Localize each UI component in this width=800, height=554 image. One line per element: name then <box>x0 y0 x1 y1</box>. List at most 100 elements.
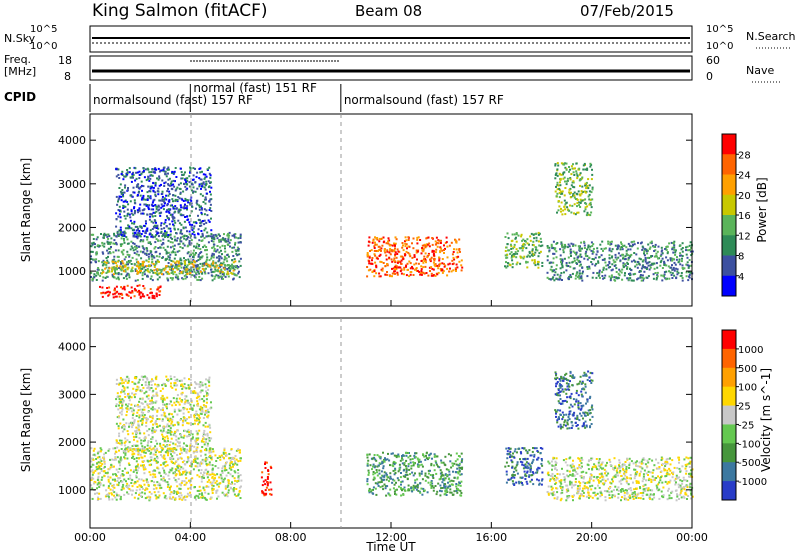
colorbar-tick-label: 100 <box>738 383 757 394</box>
nsearch-tick-bottom: 10^0 <box>706 41 733 52</box>
nsearch-label: N.Search <box>746 30 796 43</box>
y-tick-label: 3000 <box>58 388 86 401</box>
freq-tick-top: 18 <box>58 54 72 67</box>
echo-region <box>546 456 694 502</box>
colorbar-tick-label: -1000 <box>738 477 767 488</box>
x-tick-label: 16:00 <box>475 531 507 544</box>
power-x-ticks <box>89 300 693 306</box>
colorbar-swatch <box>722 424 736 444</box>
colorbar-frame <box>721 329 737 501</box>
colorbar-swatch <box>722 154 736 175</box>
echo-region <box>546 240 694 282</box>
echo-region <box>90 446 243 502</box>
velocity-colorbar: 1000 500 100 25 -25 -100 -500 -1000 <box>721 329 767 501</box>
freq-strip-frame <box>89 55 693 81</box>
power-y-ticks: 1000 2000 3000 4000 <box>58 134 692 278</box>
nsky-strip-frame <box>89 25 693 53</box>
colorbar-tick-label: 12 <box>738 231 751 242</box>
nave-tick-top: 60 <box>706 54 720 67</box>
x-axis-label: Time UT <box>365 540 416 554</box>
colorbar-tick-label: 500 <box>738 364 757 375</box>
cpid-segment-label: normal (fast) 151 RF <box>193 81 317 95</box>
x-tick-label: 00:00 <box>74 531 106 544</box>
echo-region <box>554 162 594 217</box>
colorbar-swatch <box>722 367 736 388</box>
power-colorbar-label: Power [dB] <box>755 177 769 242</box>
nsky-tick-top: 10^5 <box>30 24 57 35</box>
velocity-y-label: Slant Range [km] <box>19 368 33 472</box>
nave-tick-bottom: 0 <box>706 70 713 83</box>
echo-region <box>366 236 464 278</box>
colorbar-swatch <box>722 235 736 256</box>
nsky-tick-bottom: 10^0 <box>30 41 57 52</box>
power-panel: Slant Range [km] 1000 2000 3000 4000 28 24 20… <box>19 113 769 307</box>
colorbar-swatch <box>722 255 736 277</box>
colorbar-tick-label: 25 <box>738 402 751 413</box>
colorbar-swatch <box>722 481 736 501</box>
nsky-label: N.Sky <box>4 32 36 45</box>
x-tick-label: 12:00 <box>375 531 407 544</box>
x-tick-label: 00:00 <box>676 531 708 544</box>
colorbar-swatch <box>722 462 736 482</box>
echo-region <box>504 231 544 269</box>
nave-label: Nave <box>746 64 774 77</box>
cpid-segment-label: normalsound (fast) 157 RF <box>93 93 253 107</box>
y-tick-label: 3000 <box>58 178 86 191</box>
x-tick-label: 04:00 <box>174 531 206 544</box>
echo-region <box>260 461 273 497</box>
cpid-label: CPID <box>4 90 36 104</box>
colorbar-tick-label: 20 <box>738 191 751 202</box>
velocity-echoes <box>90 370 694 502</box>
velocity-x-ticks: 00:00 04:00 08:00 12:00 16:00 20:00 00:00 <box>74 522 708 544</box>
colorbar-swatch <box>722 405 736 425</box>
y-tick-label: 4000 <box>58 134 86 147</box>
colorbar-tick-label: -100 <box>738 439 761 450</box>
velocity-colorbar-label: Velocity [m s^-1] <box>759 368 773 472</box>
colorbar-swatch <box>722 134 736 155</box>
colorbar-tick-label: 1000 <box>738 345 763 356</box>
colorbar-tick-label: 4 <box>738 272 744 283</box>
echo-region <box>115 375 213 454</box>
colorbar-swatch <box>722 443 736 463</box>
colorbar-swatch <box>722 275 736 297</box>
nsearch-tick-top: 10^5 <box>706 24 733 35</box>
colorbar-swatch <box>722 330 736 350</box>
colorbar-tick-label: -500 <box>738 458 761 469</box>
colorbar-tick-label: 8 <box>738 252 744 263</box>
colorbar-tick-label: 28 <box>738 150 751 161</box>
station-title: King Salmon (fitACF) <box>92 1 268 21</box>
colorbar-swatch <box>722 348 736 369</box>
y-tick-label: 1000 <box>58 265 86 278</box>
velocity-y-ticks: 1000 2000 3000 4000 <box>58 341 692 497</box>
colorbar-tick-label: -25 <box>738 420 754 431</box>
echo-region <box>101 260 237 276</box>
freq-tick-bottom: 8 <box>64 70 71 83</box>
colorbar-tick-label: 16 <box>738 211 751 222</box>
colorbar-swatch <box>722 215 736 236</box>
x-tick-label: 08:00 <box>275 531 307 544</box>
y-tick-label: 2000 <box>58 436 86 449</box>
power-echoes <box>90 162 694 300</box>
echo-region <box>99 284 162 300</box>
colorbar-swatch <box>722 386 736 407</box>
date-title: 07/Feb/2015 <box>580 2 674 20</box>
echo-region <box>554 370 594 430</box>
colorbar-swatch <box>722 174 736 196</box>
echo-region <box>504 447 544 486</box>
power-y-label: Slant Range [km] <box>19 158 33 262</box>
y-tick-label: 4000 <box>58 341 86 354</box>
beam-title: Beam 08 <box>355 2 422 20</box>
colorbar-swatch <box>722 194 736 216</box>
y-tick-label: 1000 <box>58 484 86 497</box>
freq-label-2: [MHz] <box>4 65 36 78</box>
power-colorbar: 28 24 20 16 12 8 4 <box>721 133 751 297</box>
freq-label-1: Freq. <box>4 53 31 66</box>
y-tick-label: 2000 <box>58 221 86 234</box>
echo-region <box>115 166 213 239</box>
x-tick-label: 20:00 <box>576 531 608 544</box>
echo-region <box>366 451 464 497</box>
cpid-segment-label: normalsound (fast) 157 RF <box>344 93 504 107</box>
